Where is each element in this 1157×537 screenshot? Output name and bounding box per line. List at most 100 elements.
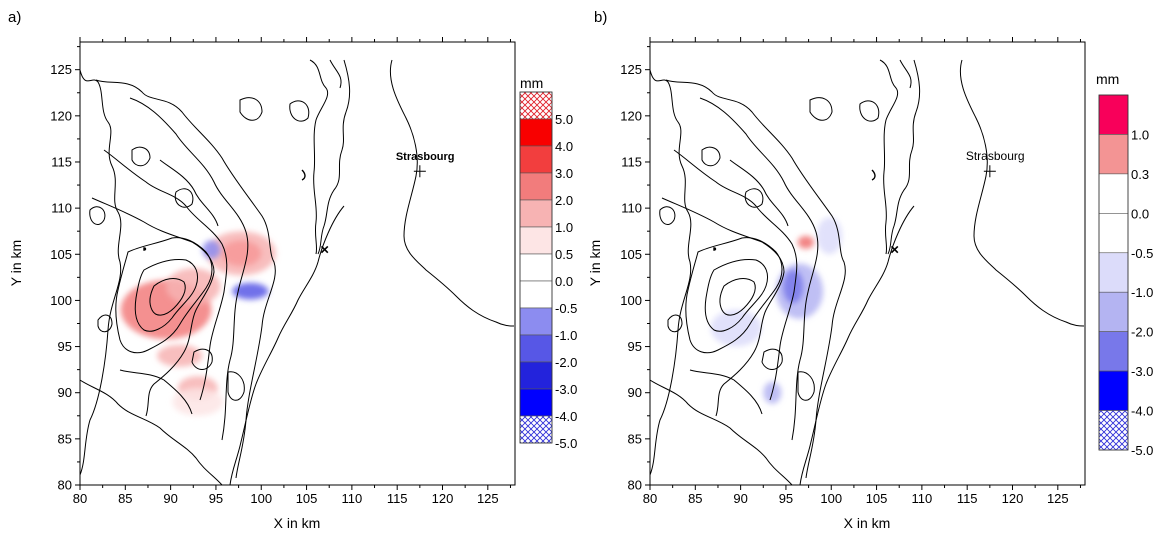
anomaly-blob	[166, 268, 221, 306]
panel-label: b)	[594, 9, 607, 26]
plot-area: Strasbourg ×	[649, 41, 1086, 486]
anomaly-blob	[232, 282, 269, 300]
colorbar-tick-label: -4.0	[555, 409, 577, 424]
y-tick-label: 80	[58, 478, 72, 493]
colorbar-tick-label: -5.0	[1131, 443, 1153, 458]
x-tick-label: 120	[432, 491, 454, 506]
colorbar-tick-label: 0.0	[555, 274, 573, 289]
panel-label: a)	[8, 9, 21, 26]
terrain-contours	[79, 59, 515, 486]
colorbar-bin	[1098, 370, 1129, 411]
y-axis: 80 85 90 95 100 105 110 115 120 125	[50, 46, 80, 493]
colorbar-tick-label: 3.0	[555, 166, 573, 181]
y-tick-label: 120	[620, 108, 642, 123]
colorbar-bin	[519, 415, 553, 444]
colorbar-tick-label: 0.0	[1131, 206, 1149, 221]
y-tick-label: 85	[58, 431, 72, 446]
terrain-contours	[649, 59, 1085, 486]
colorbar: 5.0 4.0 3.0 2.0 1.0 0.5 0.0 -0.5 -1.0 -2.0 -3.0 -4.…	[519, 91, 577, 451]
colorbar-bin	[519, 361, 553, 390]
x-tick-label: 90	[163, 491, 177, 506]
y-tick-label: 115	[621, 154, 642, 169]
y-tick-label: 95	[628, 339, 642, 354]
x-axis: 80 85 90 95 100 105 110 115 120 125	[643, 37, 1081, 506]
x-tick-label: 100	[820, 491, 842, 506]
colorbar-bin	[1098, 252, 1129, 293]
colorbar-tick-label: -5.0	[555, 436, 577, 451]
x-tick-label: 85	[688, 491, 702, 506]
colorbar-tick-label: -3.0	[1131, 364, 1153, 379]
colorbar-tick-label: 5.0	[555, 112, 573, 127]
x-axis-label: X in km	[844, 515, 891, 531]
plot-frame	[79, 41, 516, 486]
x-tick-label: 115	[387, 491, 408, 506]
colorbar: 1.0 0.3 0.0 -0.5 -1.0 -2.0 -3.0 -4.0 -5.0	[1098, 94, 1153, 458]
colorbar-tick-label: -1.0	[555, 328, 577, 343]
y-tick-label: 85	[628, 431, 642, 446]
y-tick-label: 125	[620, 62, 642, 77]
colorbar-tick-label: -2.0	[555, 355, 577, 370]
colorbar-bin	[1098, 410, 1129, 451]
y-tick-label: 80	[628, 478, 642, 493]
y-axis: 80 85 90 95 100 105 110 115 120 125	[620, 46, 650, 493]
city-marker	[983, 165, 996, 178]
x-tick-label: 105	[866, 491, 888, 506]
y-axis-label: Y in km	[587, 240, 603, 286]
x-tick-label: 120	[1002, 491, 1024, 506]
y-axis-label: Y in km	[8, 240, 24, 286]
colorbar-bin	[1098, 213, 1129, 254]
colorbar-tick-label: 2.0	[555, 193, 573, 208]
y-tick-label: 110	[51, 201, 72, 216]
x-tick-label: 100	[250, 491, 272, 506]
colorbar-frame	[519, 91, 553, 444]
x-tick-label: 80	[73, 491, 87, 506]
panel-b: b)	[587, 9, 1153, 531]
x-tick-label: 110	[912, 491, 933, 506]
colorbar-bin	[519, 307, 553, 336]
colorbar-tick-label: -4.0	[1131, 404, 1153, 419]
colorbar-bin	[1098, 173, 1129, 214]
site-marker: ×	[890, 242, 899, 259]
anomaly-blob	[202, 240, 221, 259]
anomaly-blob	[172, 388, 224, 416]
anomaly-blob	[206, 231, 276, 276]
city-label: Strasbourg	[966, 149, 1025, 163]
y-tick-label: 95	[58, 339, 72, 354]
y-tick-label: 125	[50, 62, 72, 77]
y-tick-label: 90	[58, 385, 72, 400]
anomaly-layer	[710, 217, 843, 404]
y-tick-label: 105	[620, 247, 642, 262]
anomaly-blob	[797, 235, 815, 249]
anomaly-blob	[816, 217, 843, 255]
colorbar-bin	[519, 388, 553, 417]
colorbar-tick-label: -0.5	[555, 301, 577, 316]
colorbar-tick-label: -2.0	[1131, 325, 1153, 340]
x-tick-label: 85	[118, 491, 132, 506]
plot-area: Strasbourg ×	[79, 41, 516, 486]
y-tick-label: 100	[50, 293, 72, 308]
y-tick-label: 115	[51, 154, 72, 169]
x-tick-label: 125	[1047, 491, 1069, 506]
colorbar-bin	[519, 334, 553, 363]
site-marker: ×	[320, 242, 329, 259]
x-tick-label: 125	[477, 491, 499, 506]
x-tick-label: 110	[342, 491, 363, 506]
colorbar-tick-label: -1.0	[1131, 285, 1153, 300]
x-axis-label: X in km	[274, 515, 321, 531]
colorbar-frame	[1098, 94, 1129, 451]
y-tick-label: 110	[621, 201, 642, 216]
colorbar-bin	[1098, 331, 1129, 372]
colorbar-unit: mm	[1096, 71, 1119, 87]
colorbar-tick-label: 1.0	[1131, 127, 1149, 142]
city-label: Strasbourg	[396, 151, 455, 163]
x-tick-label: 90	[733, 491, 747, 506]
plot-frame	[649, 41, 1086, 486]
colorbar-bin	[519, 118, 553, 147]
y-tick-label: 120	[50, 108, 72, 123]
colorbar-tick-label: 1.0	[555, 220, 573, 235]
anomaly-layer	[120, 231, 276, 416]
colorbar-tick-label: 4.0	[555, 139, 573, 154]
colorbar-bin	[519, 226, 553, 255]
x-tick-label: 80	[643, 491, 657, 506]
